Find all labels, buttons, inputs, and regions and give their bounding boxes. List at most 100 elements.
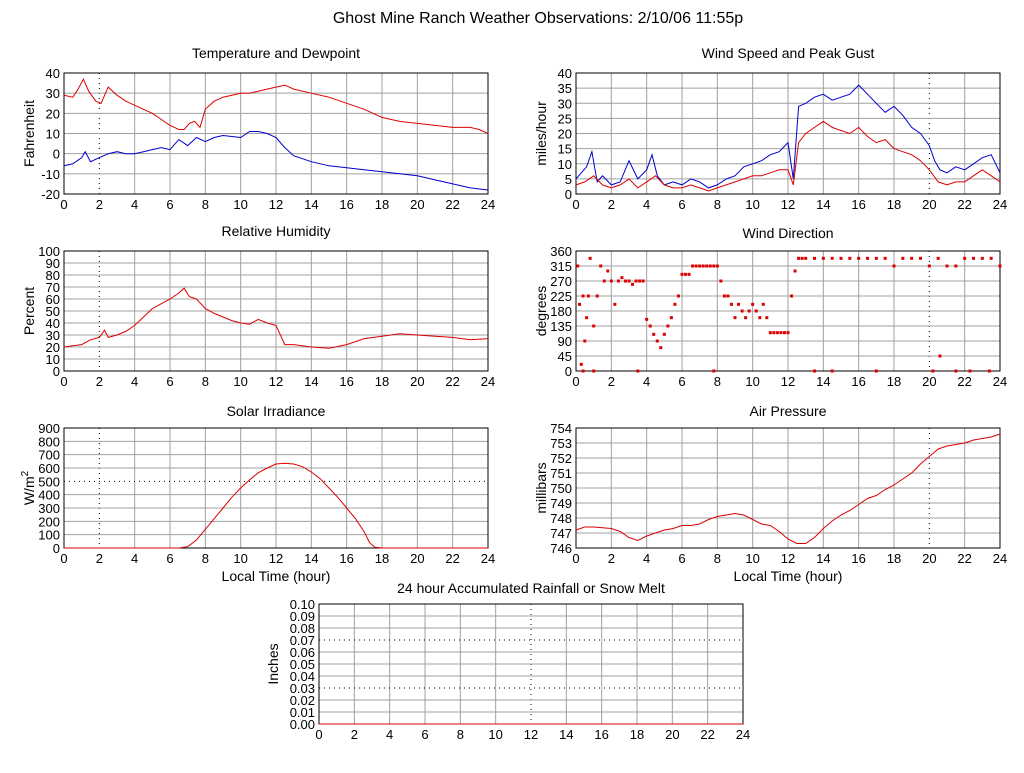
data-point	[786, 331, 790, 335]
y-axis-label-text: Inches	[265, 643, 281, 684]
x-tick-label: 6	[166, 374, 173, 389]
y-axis-label-text: miles/hour	[533, 101, 549, 166]
data-point	[931, 369, 935, 373]
x-tick-label: 12	[269, 374, 283, 389]
data-point	[673, 302, 677, 306]
data-point	[631, 282, 635, 286]
data-point	[733, 316, 737, 320]
x-tick-label: 2	[608, 551, 615, 566]
x-tick-label: 14	[559, 727, 573, 742]
y-axis-label: W/m2	[20, 470, 37, 505]
x-tick-label: 6	[421, 727, 428, 742]
y-tick-label: 0.08	[290, 621, 315, 636]
y-tick-label: 30	[558, 96, 572, 111]
data-point	[583, 339, 587, 343]
x-tick-label: 8	[202, 551, 209, 566]
y-tick-label: 0	[53, 364, 60, 379]
y-tick-label: 200	[38, 514, 60, 529]
x-tick-label: 4	[131, 374, 138, 389]
y-tick-label: 0.04	[290, 669, 315, 684]
data-point	[694, 264, 698, 268]
data-point	[586, 294, 590, 298]
y-tick-label: 50	[46, 304, 60, 319]
x-axis-label: Local Time (hour)	[222, 568, 331, 584]
y-tick-label: 45	[558, 349, 572, 364]
x-tick-label: 8	[714, 374, 721, 389]
x-tick-label: 12	[781, 197, 795, 212]
x-tick-label: 10	[233, 551, 247, 566]
y-tick-label: 748	[550, 511, 572, 526]
y-tick-label: 0	[565, 364, 572, 379]
data-point	[954, 264, 958, 268]
y-tick-label: 135	[550, 319, 572, 334]
data-point	[684, 272, 688, 276]
x-tick-label: 22	[700, 727, 714, 742]
y-tick-label: 751	[550, 466, 572, 481]
x-tick-label: 12	[524, 727, 538, 742]
y-tick-label: 300	[38, 501, 60, 516]
data-point	[698, 264, 702, 268]
x-tick-label: 0	[572, 374, 579, 389]
y-tick-label: 90	[558, 334, 572, 349]
x-tick-label: 0	[60, 197, 67, 212]
y-tick-label: 0.03	[290, 681, 315, 696]
x-tick-label: 8	[714, 197, 721, 212]
x-tick-label: 10	[488, 727, 502, 742]
x-tick-label: 24	[481, 197, 495, 212]
data-point	[848, 256, 852, 260]
data-point	[927, 264, 931, 268]
x-tick-label: 14	[816, 374, 830, 389]
data-point	[712, 264, 716, 268]
x-tick-label: 4	[643, 197, 650, 212]
x-tick-label: 20	[410, 197, 424, 212]
x-tick-label: 22	[445, 551, 459, 566]
y-tick-label: 180	[550, 304, 572, 319]
y-tick-label: 100	[38, 244, 60, 259]
y-tick-label: 100	[38, 528, 60, 543]
data-point	[797, 256, 801, 260]
x-tick-label: 4	[643, 551, 650, 566]
data-point	[662, 332, 666, 336]
data-point	[987, 369, 991, 373]
y-axis-label-text: Percent	[21, 287, 37, 335]
x-tick-label: 0	[60, 374, 67, 389]
data-point	[857, 256, 861, 260]
data-point	[830, 256, 834, 260]
data-point	[638, 279, 642, 283]
series-line-blue	[63, 131, 489, 191]
data-point	[581, 294, 585, 298]
y-tick-label: 747	[550, 526, 572, 541]
y-tick-label: 10	[46, 352, 60, 367]
x-tick-label: 2	[96, 374, 103, 389]
x-tick-label: 24	[481, 551, 495, 566]
y-tick-label: 400	[38, 488, 60, 503]
x-tick-label: 16	[339, 197, 353, 212]
y-tick-label: 800	[38, 434, 60, 449]
data-point	[737, 302, 741, 306]
x-tick-label: 16	[594, 727, 608, 742]
chart-title: Relative Humidity	[222, 223, 331, 239]
data-point	[830, 369, 834, 373]
data-point	[641, 279, 645, 283]
chart-title: Temperature and Dewpoint	[192, 45, 360, 61]
x-tick-label: 20	[922, 551, 936, 566]
data-point	[616, 279, 620, 283]
data-point	[652, 332, 656, 336]
data-point	[790, 294, 794, 298]
y-tick-label: 40	[558, 66, 572, 81]
x-tick-label: 24	[736, 727, 750, 742]
x-tick-label: 2	[608, 197, 615, 212]
data-point	[578, 302, 582, 306]
x-tick-label: 16	[851, 197, 865, 212]
y-tick-label: 0	[53, 147, 60, 162]
x-tick-label: 8	[457, 727, 464, 742]
data-point	[701, 264, 705, 268]
x-tick-label: 2	[351, 727, 358, 742]
x-tick-label: 18	[630, 727, 644, 742]
data-point	[800, 256, 804, 260]
x-tick-label: 12	[269, 551, 283, 566]
x-tick-label: 8	[714, 551, 721, 566]
y-tick-label: 25	[558, 111, 572, 126]
